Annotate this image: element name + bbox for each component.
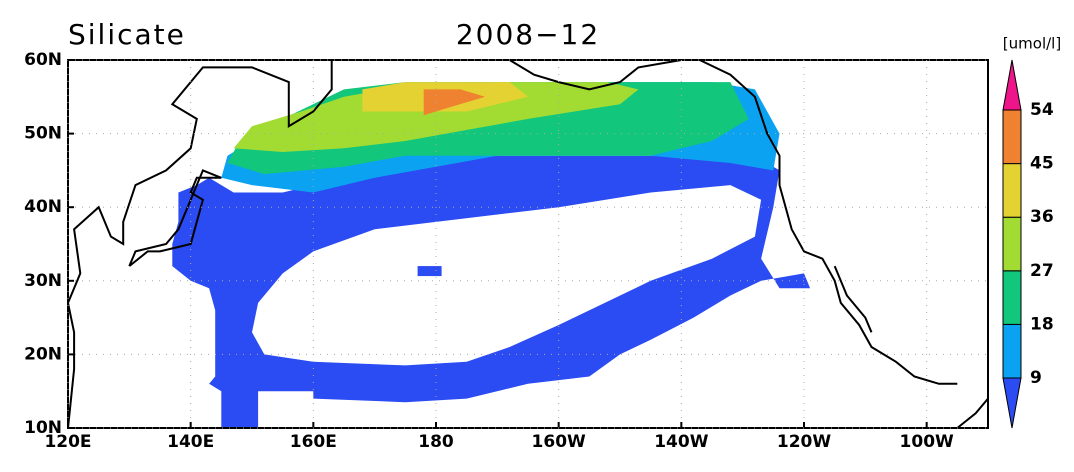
coastline — [66, 60, 333, 429]
x-tick-label: 160W — [532, 432, 586, 452]
x-tick-label: 180 — [418, 432, 454, 452]
colorbar-label: 45 — [1030, 154, 1054, 174]
coastline — [509, 59, 682, 91]
y-tick-label: 10N — [24, 418, 62, 438]
field-region — [252, 185, 762, 366]
y-tick-label: 40N — [24, 197, 62, 217]
coastline — [833, 265, 873, 333]
x-tick-label: 100W — [900, 432, 954, 452]
y-tick-label: 60N — [24, 50, 62, 70]
frame — [67, 59, 989, 429]
date: 2008−12 — [456, 18, 600, 51]
x-tick-label: 120W — [777, 432, 831, 452]
colorbar-label: 9 — [1030, 368, 1042, 388]
colorbar-label: 54 — [1030, 100, 1054, 120]
x-tick-label: 140E — [167, 432, 214, 452]
field — [172, 82, 811, 428]
colorbar-arrow — [1002, 377, 1022, 429]
unit: [umol/l] — [1003, 35, 1061, 53]
x-tick-label: 140W — [654, 432, 708, 452]
y-tick-label: 20N — [24, 344, 62, 364]
colorbar-box — [1002, 163, 1022, 218]
colorbar-box — [1002, 270, 1022, 325]
y-tick-label: 50N — [24, 124, 62, 144]
colorbar-label: 27 — [1030, 261, 1054, 281]
field-region — [233, 82, 639, 152]
coastline — [128, 169, 222, 267]
title: Silicate — [68, 18, 186, 51]
colorbar: 9 18 27 36 45 54 — [1002, 59, 1054, 429]
coastlines — [66, 59, 989, 429]
field-region — [417, 266, 442, 277]
x-tick-label: 120E — [44, 432, 91, 452]
coastline — [699, 59, 958, 385]
colorbar-box — [1002, 323, 1022, 379]
colorbar-arrow — [1002, 59, 1022, 111]
colorbar-label: 36 — [1030, 207, 1054, 227]
colorbar-label: 18 — [1030, 314, 1054, 334]
coastline — [956, 397, 989, 429]
x-tick-label: 160E — [290, 432, 337, 452]
colorbar-box — [1002, 109, 1022, 165]
field-region — [423, 89, 486, 116]
y-tick-label: 30N — [24, 271, 62, 291]
colorbar-box — [1002, 216, 1022, 272]
